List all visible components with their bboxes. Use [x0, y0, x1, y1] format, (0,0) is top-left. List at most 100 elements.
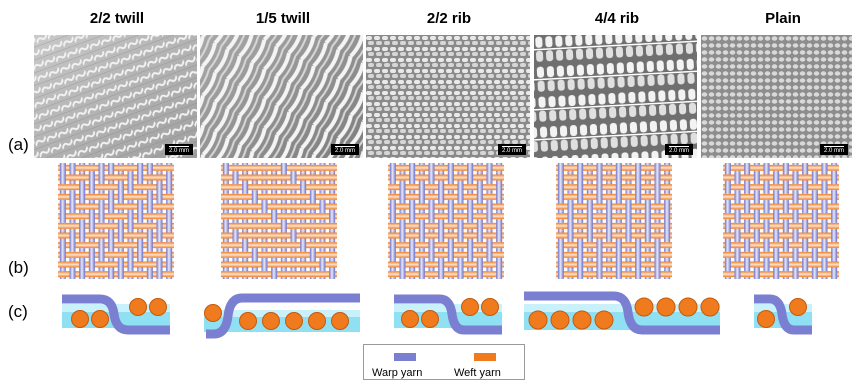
warp-gap	[438, 240, 445, 243]
warp-gap	[763, 269, 770, 272]
warp-segment	[418, 259, 425, 270]
warp-gap	[586, 190, 593, 192]
warp-gap	[596, 201, 603, 204]
warp-gap	[222, 230, 229, 233]
warp-segment	[98, 163, 105, 174]
cross-section-plain	[754, 294, 812, 335]
warp-segment	[486, 201, 493, 212]
warp-gap	[606, 269, 613, 272]
warp-segment	[557, 239, 564, 251]
warp-segment	[606, 230, 613, 241]
warp-gap	[222, 182, 229, 185]
warp-gap	[222, 180, 229, 183]
warp-gap	[635, 211, 642, 214]
weave-2-2-twill	[58, 163, 174, 279]
warp-gap	[309, 228, 316, 231]
warp-gap	[88, 230, 95, 233]
warp-segment	[146, 201, 153, 212]
warp-gap	[577, 209, 584, 212]
warp-gap	[792, 170, 799, 173]
warp-gap	[88, 192, 95, 194]
warp-segment	[438, 230, 445, 241]
warp-gap	[108, 180, 115, 183]
warp-gap	[773, 248, 780, 250]
warp-segment	[615, 268, 622, 279]
warp-gap	[290, 201, 297, 204]
photo-2-2-twill: 2.0 mm	[34, 35, 197, 158]
warp-gap	[242, 172, 249, 175]
warp-segment	[644, 220, 651, 232]
warp-gap	[319, 250, 326, 252]
warp-gap	[567, 190, 574, 192]
warp-segment	[409, 239, 416, 251]
warp-gap	[399, 257, 406, 260]
warp-gap	[300, 250, 307, 252]
warp-gap	[821, 250, 828, 252]
warp-gap	[664, 248, 671, 250]
warp-segment	[137, 201, 144, 212]
warp-gap	[724, 238, 731, 241]
warp-gap	[773, 240, 780, 243]
weft-yarn-11	[388, 271, 504, 278]
warp-segment	[496, 230, 503, 241]
warp-gap	[261, 238, 268, 241]
warp-gap	[117, 240, 124, 243]
warp-segment	[156, 268, 163, 279]
warp-gap	[724, 211, 731, 214]
warp-gap	[625, 170, 632, 173]
warp-gap	[438, 250, 445, 252]
warp-gap	[802, 269, 809, 272]
warp-gap	[802, 250, 809, 252]
warp-segment	[389, 172, 396, 183]
warp-gap	[300, 211, 307, 214]
warp-gap	[625, 163, 632, 165]
warp-gap	[309, 163, 316, 165]
warp-gap	[744, 257, 751, 260]
warp-segment	[753, 268, 760, 279]
warp-gap	[753, 221, 760, 223]
warp-segment	[486, 239, 493, 251]
warp-gap	[831, 240, 838, 243]
warp-segment	[98, 172, 105, 183]
warp-gap	[108, 172, 115, 175]
warp-gap	[156, 180, 163, 183]
warp-gap	[242, 211, 249, 214]
warp-gap	[635, 209, 642, 212]
warp-gap	[319, 199, 326, 202]
warp-gap	[79, 248, 86, 250]
warp-gap	[271, 259, 278, 262]
warp-segment	[724, 220, 731, 232]
warp-gap	[222, 248, 229, 250]
weft-yarn-9	[556, 251, 672, 258]
warp-gap	[242, 219, 249, 221]
warp-segment	[146, 239, 153, 251]
warp-gap	[309, 267, 316, 270]
warp-segment	[596, 249, 603, 261]
warp-gap	[242, 230, 249, 233]
warp-segment	[635, 181, 642, 193]
warp-gap	[586, 248, 593, 250]
warp-gap	[127, 201, 134, 204]
warp-gap	[329, 259, 336, 262]
warp-segment	[831, 172, 838, 183]
warp-gap	[606, 199, 613, 202]
warp-gap	[567, 257, 574, 260]
warp-gap	[309, 172, 316, 175]
warp-segment	[438, 268, 445, 279]
warp-gap	[319, 221, 326, 223]
scale-bar-5: 2.0 mm	[819, 144, 848, 155]
warp-gap	[567, 163, 574, 165]
warp-segment	[476, 181, 483, 193]
warp-gap	[389, 199, 396, 202]
warp-gap	[309, 190, 316, 192]
warp-gap	[438, 180, 445, 183]
warp-segment	[577, 239, 584, 251]
warp-gap	[146, 172, 153, 175]
warp-segment	[664, 220, 671, 232]
warp-gap	[59, 182, 66, 185]
warp-gap	[232, 190, 239, 192]
warp-gap	[586, 199, 593, 202]
warp-gap	[567, 259, 574, 262]
photo-1-5-twill-image	[200, 35, 363, 158]
warp-gap	[290, 192, 297, 194]
